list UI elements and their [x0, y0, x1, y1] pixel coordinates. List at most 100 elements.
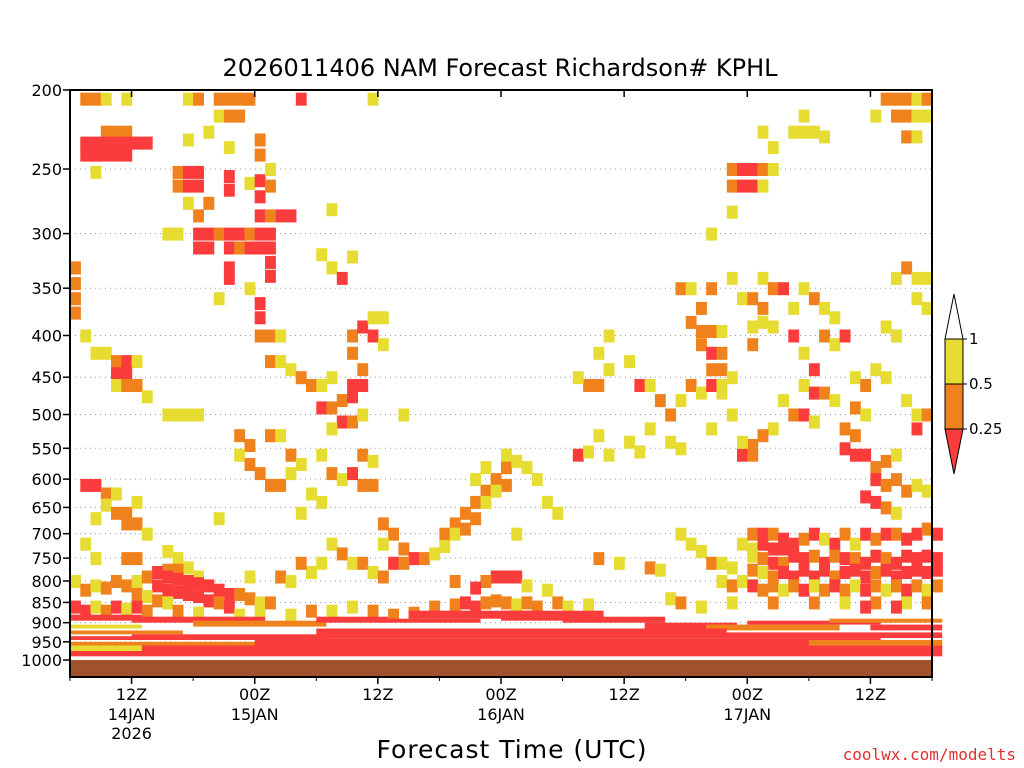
ri-cell: [880, 563, 892, 577]
ri-cell: [408, 552, 420, 566]
ri-cell: [162, 563, 174, 577]
ri-cell: [265, 478, 276, 492]
ri-cell: [449, 575, 461, 588]
ri-cell: [891, 329, 902, 343]
ri-cell: [111, 148, 122, 162]
ri-cell: [70, 575, 81, 588]
x-tick-hour: 12Z: [362, 685, 393, 704]
ri-cell: [880, 501, 892, 515]
ri-cell: [377, 570, 389, 584]
ri-cell: [511, 454, 523, 468]
ri-cell: [470, 495, 482, 509]
ri-cell: [285, 608, 297, 622]
ri-cell: [501, 596, 512, 610]
ri-cell: [223, 588, 235, 601]
ri-cell: [757, 583, 769, 597]
ri-cell: [901, 549, 913, 563]
ri-cell: [254, 596, 266, 610]
ri-cell: [80, 604, 92, 618]
ri-cell: [244, 439, 256, 452]
ri-cell: [901, 92, 913, 106]
heatmap-cells: [70, 92, 943, 677]
ri-cell: [265, 596, 276, 610]
y-tick-label: 700: [31, 525, 62, 544]
ri-cell: [891, 473, 902, 487]
ri-cell: [932, 527, 943, 541]
ri-cell: [829, 579, 841, 593]
ri-cell: [326, 401, 338, 415]
ri-cell: [326, 371, 338, 385]
x-tick-hour: 12Z: [855, 685, 886, 704]
ri-cell: [521, 579, 533, 593]
ri-cell: [265, 241, 276, 255]
ri-cell: [182, 165, 194, 179]
ri-cell: [295, 506, 307, 520]
ri-cell: [265, 429, 276, 443]
ri-cell: [285, 467, 297, 481]
ri-cell: [100, 604, 112, 618]
ri-cell: [921, 549, 933, 563]
ri-cell: [501, 461, 512, 475]
ri-cell: [808, 363, 820, 377]
ri-cell: [737, 292, 748, 306]
ri-cell: [121, 517, 133, 531]
ri-cell: [460, 596, 471, 610]
ri-cell: [654, 394, 666, 408]
ri-cell: [275, 209, 287, 223]
ri-cell: [388, 527, 399, 541]
ri-cell: [911, 109, 923, 123]
ri-cell: [203, 579, 215, 593]
ri-cell: [326, 537, 338, 551]
ri-cell: [860, 527, 872, 541]
ri-cell: [213, 596, 225, 610]
ri-cell: [223, 92, 235, 106]
ri-cell: [921, 522, 933, 536]
ri-cell: [470, 473, 482, 487]
ri-cell: [747, 549, 759, 563]
ri-cell: [747, 439, 759, 452]
ri-cell: [511, 527, 523, 541]
ri-cell: [726, 271, 738, 285]
ri-cell: [234, 588, 246, 601]
ri-cell: [757, 125, 769, 139]
ri-cell: [90, 600, 102, 614]
ri-cell: [254, 311, 266, 325]
ri-cell: [737, 435, 748, 449]
ri-cell: [172, 179, 184, 193]
ri-cell: [716, 346, 728, 360]
ri-cell: [624, 355, 635, 369]
ri-band: [70, 624, 142, 629]
ri-cell: [860, 379, 872, 392]
ri-cell: [808, 570, 820, 584]
ri-cell: [203, 125, 215, 139]
y-tick-label: 750: [31, 549, 62, 568]
ri-cell: [254, 329, 266, 343]
ri-cell: [829, 311, 841, 325]
ri-cell: [367, 604, 379, 618]
ri-cell: [593, 346, 605, 360]
ri-cell: [347, 390, 358, 404]
ri-cell: [336, 473, 348, 487]
ri-cell: [347, 556, 358, 570]
ri-band: [254, 638, 881, 646]
ri-cell: [460, 522, 471, 536]
ri-cell: [449, 598, 461, 612]
ri-cell: [860, 570, 872, 584]
ri-cell: [306, 379, 317, 392]
ri-cell: [295, 458, 307, 471]
ri-cell: [870, 549, 882, 563]
ri-cell: [511, 598, 523, 612]
ri-cell: [90, 346, 102, 360]
ri-cell: [193, 590, 204, 604]
ri-cell: [819, 583, 830, 597]
ri-cell: [254, 467, 266, 481]
ri-cell: [726, 205, 738, 219]
ri-cell: [480, 484, 492, 498]
ri-cell: [521, 596, 533, 610]
ri-cell: [347, 415, 358, 429]
ri-cell: [839, 583, 851, 597]
ri-cell: [182, 588, 194, 601]
ri-cell: [90, 552, 102, 566]
ri-cell: [316, 495, 328, 509]
ri-cell: [234, 608, 246, 622]
